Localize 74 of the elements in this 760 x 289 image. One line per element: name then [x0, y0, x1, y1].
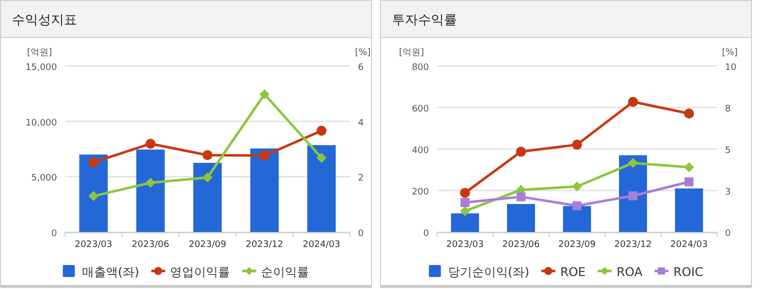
chart-title: 수익성지표 [12, 13, 77, 28]
x-tick-label: 2024/03 [302, 240, 340, 250]
y2-axis-title: [%] [355, 48, 371, 58]
x-tick-label: 2023/03 [74, 240, 112, 250]
y-tick-label: 400 [412, 146, 430, 156]
y2-tick-label: 0 [358, 229, 364, 239]
legend-label: 당기순이익(좌) [448, 265, 530, 279]
y-tick-label: 800 [412, 63, 430, 73]
point [684, 162, 694, 172]
x-tick-label: 2023/03 [446, 240, 484, 250]
y2-tick-label: 6 [358, 63, 364, 73]
chart-title: 투자수익률 [392, 13, 457, 28]
x-tick-label: 2023/06 [502, 240, 540, 250]
point [202, 172, 212, 182]
y-tick-label: 15,000 [26, 63, 58, 73]
legend-label: 영업이익률 [170, 265, 230, 279]
legend-label: 매출액(좌) [82, 265, 140, 279]
y-tick-label: 10,000 [26, 118, 58, 128]
point [88, 157, 98, 168]
legend-label: ROE [560, 265, 586, 279]
point [460, 198, 470, 207]
y-axis-title: [억원] [399, 48, 424, 58]
y2-tick-label: 3 [725, 188, 731, 198]
legend-label: ROIC [673, 265, 704, 279]
bar [136, 150, 165, 232]
x-tick-label: 2023/06 [132, 240, 170, 250]
y-tick-label: 0 [51, 229, 58, 239]
y2-axis-title: [%] [722, 48, 738, 58]
x-tick-label: 2023/12 [246, 240, 284, 250]
point [260, 89, 270, 100]
bar [563, 206, 591, 232]
bar [451, 213, 479, 232]
point [460, 188, 470, 198]
point [572, 182, 582, 192]
bar [193, 162, 222, 232]
point [260, 150, 270, 161]
x-tick-label: 2023/12 [614, 240, 652, 250]
y2-tick-label: 5 [725, 146, 731, 156]
point [460, 206, 470, 216]
point [684, 177, 694, 186]
point [516, 146, 526, 157]
point [684, 108, 694, 118]
y2-tick-label: 8 [725, 104, 731, 114]
bar [507, 204, 535, 232]
bar [79, 154, 108, 232]
bar [307, 145, 336, 232]
bar [250, 148, 279, 232]
point [202, 150, 212, 160]
legend-label: ROA [616, 265, 644, 279]
point [572, 140, 582, 150]
point [572, 201, 582, 210]
x-tick-label: 2023/09 [188, 240, 226, 250]
y-axis-title: [억원] [27, 48, 52, 58]
point [628, 96, 638, 107]
y2-tick-label: 0 [725, 229, 731, 239]
y-tick-label: 200 [412, 188, 430, 198]
y-tick-label: 600 [412, 104, 430, 114]
y-tick-label: 0 [423, 229, 430, 239]
legend-label: 순이익률 [261, 265, 310, 279]
point [146, 138, 156, 149]
y2-tick-label: 10 [725, 63, 737, 73]
point [146, 178, 156, 188]
bar [675, 188, 703, 232]
point [316, 126, 326, 136]
y2-tick-label: 4 [358, 118, 364, 128]
y-tick-label: 5,000 [31, 174, 58, 184]
point [516, 192, 526, 202]
y2-tick-label: 2 [358, 174, 364, 184]
point [316, 152, 326, 163]
point [88, 191, 98, 202]
point [628, 158, 638, 168]
x-tick-label: 2023/09 [558, 240, 596, 250]
x-tick-label: 2024/03 [670, 240, 708, 250]
point [628, 191, 638, 200]
